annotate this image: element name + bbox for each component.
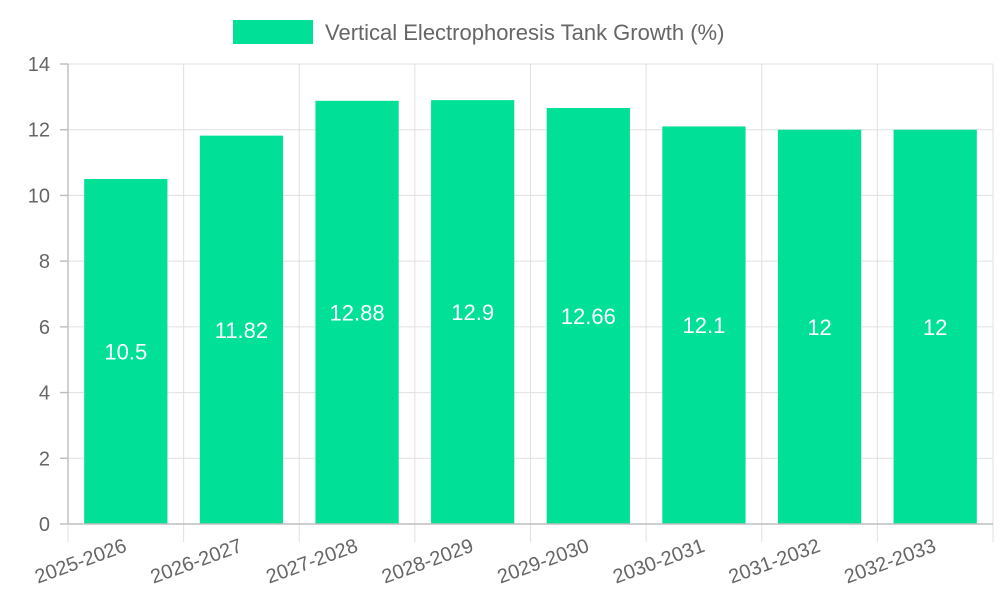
- x-tick-label: 2030-2031: [610, 535, 707, 588]
- legend-label: Vertical Electrophoresis Tank Growth (%): [325, 20, 724, 45]
- x-axis-labels: 2025-2026 2026-2027 2027-2028 2028-2029 2029…: [32, 535, 939, 588]
- bar[interactable]: [777, 129, 862, 524]
- x-tick-label: 2026-2027: [148, 535, 245, 588]
- data-labels: 10.5 11.82 12.88 12.9 12.66 12.1 12 12: [104, 300, 947, 364]
- bar[interactable]: [893, 129, 977, 524]
- y-tick-label: 8: [39, 251, 50, 273]
- data-label: 12.1: [683, 313, 726, 338]
- bar[interactable]: [662, 126, 746, 524]
- bar[interactable]: [84, 179, 168, 524]
- y-tick-label: 14: [28, 54, 50, 76]
- axes: [60, 63, 994, 542]
- data-label: 10.5: [104, 340, 147, 365]
- data-label: 11.82: [215, 318, 268, 343]
- bar[interactable]: [199, 135, 284, 524]
- y-tick-label: 2: [39, 448, 50, 470]
- legend[interactable]: Vertical Electrophoresis Tank Growth (%): [233, 20, 724, 45]
- data-label: 12: [923, 315, 947, 340]
- x-tick-label: 2025-2026: [32, 535, 129, 588]
- y-tick-label: 10: [28, 185, 50, 207]
- data-label: 12.9: [451, 300, 494, 325]
- bar[interactable]: [315, 100, 399, 525]
- x-tick-label: 2027-2028: [263, 535, 360, 588]
- y-axis-labels: 0 2 4 6 8 10 12 14: [28, 54, 50, 536]
- x-tick-label: 2032-2033: [841, 535, 938, 588]
- data-label: 12.88: [330, 300, 385, 325]
- data-label: 12.66: [561, 304, 616, 329]
- x-tick-label: 2031-2032: [726, 535, 823, 588]
- y-tick-label: 12: [28, 120, 50, 142]
- legend-swatch: [233, 20, 313, 44]
- x-tick-label: 2029-2030: [495, 535, 592, 588]
- y-tick-label: 0: [39, 514, 50, 536]
- data-label: 12: [807, 315, 831, 340]
- y-tick-label: 6: [39, 317, 50, 339]
- y-tick-label: 4: [39, 383, 50, 405]
- bar[interactable]: [546, 108, 630, 525]
- bars: [84, 100, 977, 525]
- x-tick-label: 2028-2029: [379, 535, 476, 588]
- bar[interactable]: [431, 100, 515, 525]
